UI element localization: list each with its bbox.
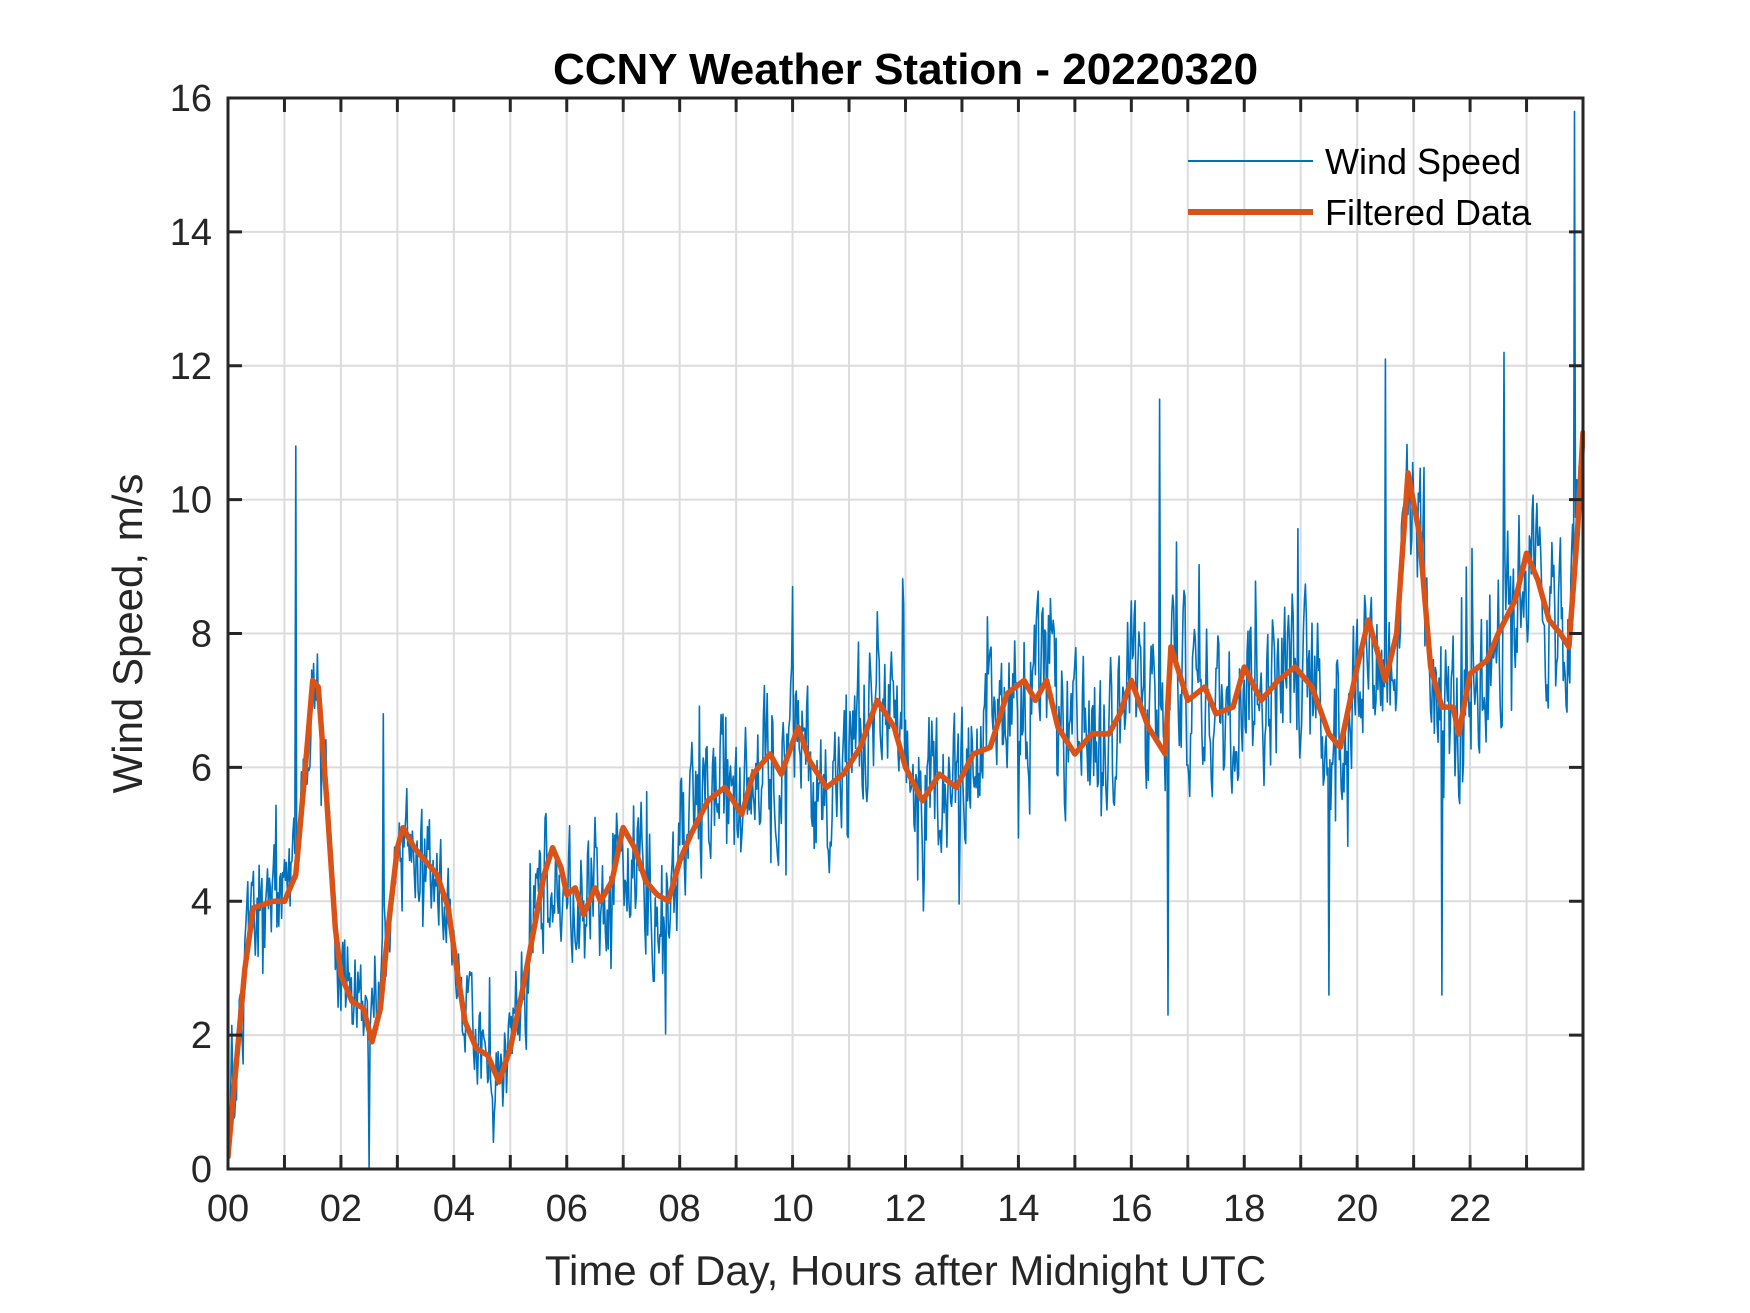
x-tick-label: 18 [1223,1188,1265,1230]
x-tick-label: 22 [1449,1188,1491,1230]
y-tick-label: 10 [170,480,212,522]
x-tick-label: 12 [884,1188,926,1230]
x-axis-label: Time of Day, Hours after Midnight UTC [545,1247,1266,1294]
filtered-data-series-line [228,429,1585,1159]
y-tick-label: 16 [170,78,212,120]
legend-label-filtered-data: Filtered Data [1325,192,1532,233]
x-tick-label: 10 [771,1188,813,1230]
x-tick-label: 08 [659,1188,701,1230]
x-tick-label: 00 [207,1188,249,1230]
chart-title: CCNY Weather Station - 20220320 [553,45,1258,94]
x-tick-label: 14 [997,1188,1039,1230]
y-tick-label: 2 [191,1015,212,1057]
x-tick-labels: 00 02 04 06 08 10 12 14 16 18 20 22 [207,1188,1491,1230]
legend-label-wind-speed: Wind Speed [1325,141,1521,182]
y-tick-label: 6 [191,747,212,789]
grid-lines [228,98,1583,1169]
y-tick-label: 14 [170,212,212,254]
y-axis-label: Wind Speed, m/s [104,474,151,794]
y-tick-label: 4 [191,881,212,923]
y-tick-label: 8 [191,614,212,656]
axis-ticks [228,96,1583,1171]
axes-box [226,96,1585,1171]
y-tick-label: 0 [191,1149,212,1191]
x-tick-label: 06 [546,1188,588,1230]
x-tick-label: 04 [433,1188,475,1230]
y-tick-labels: 0 2 4 6 8 10 12 14 16 [170,78,212,1191]
x-tick-label: 16 [1110,1188,1152,1230]
x-tick-label: 02 [320,1188,362,1230]
x-tick-label: 20 [1336,1188,1378,1230]
legend: Wind Speed Filtered Data [1188,141,1532,233]
y-tick-label: 12 [170,346,212,388]
